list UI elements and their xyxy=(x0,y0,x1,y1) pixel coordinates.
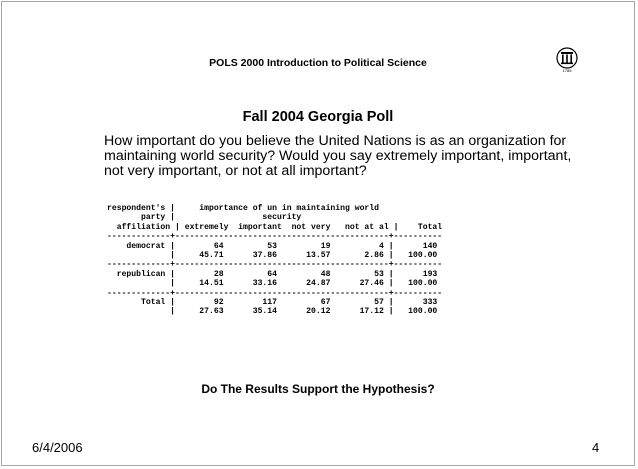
table-line: -------------+--------------------------… xyxy=(107,260,443,270)
table-line: party | security xyxy=(107,213,302,223)
table-line: respondent's | importance of un in maint… xyxy=(107,204,379,213)
slide-date: 6/4/2006 xyxy=(32,440,83,455)
table-line: -------------+--------------------------… xyxy=(107,232,443,242)
slide-number: 4 xyxy=(592,440,600,455)
slide-title: Fall 2004 Georgia Poll xyxy=(242,109,394,125)
university-arch-logo: 1785 xyxy=(556,47,578,73)
table-line: | 14.51 33.16 24.87 27.46 | 100.00 xyxy=(107,279,438,289)
table-line: republican | 28 64 48 53 | 193 xyxy=(107,269,438,279)
table-line: Total | 92 117 67 57 | 333 xyxy=(107,298,438,308)
course-title: POLS 2000 Introduction to Political Scie… xyxy=(209,57,427,69)
table-line: | 45.71 37.86 13.57 2.86 | 100.00 xyxy=(107,251,438,261)
poll-question: How important do you believe the United … xyxy=(104,133,572,179)
logo-year: 1785 xyxy=(563,68,573,73)
table-line: -------------+--------------------------… xyxy=(107,288,443,298)
table-line: | 27.63 35.14 20.12 17.12 | 100.00 xyxy=(107,307,438,317)
crosstab-table: respondent's | importance of un in maint… xyxy=(107,204,442,317)
table-line: democrat | 64 53 19 4 | 140 xyxy=(107,241,438,251)
closing-question: Do The Results Support the Hypothesis? xyxy=(201,382,435,396)
table-line: affiliation | extremely important not ve… xyxy=(107,222,443,232)
